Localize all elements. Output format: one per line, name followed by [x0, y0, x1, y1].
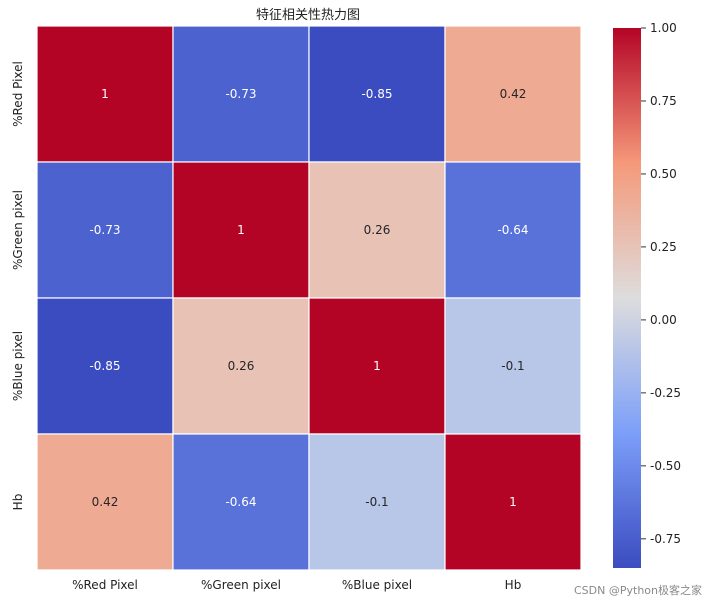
cell-value-label: -0.64: [497, 223, 528, 237]
colorbar-tick-label: 0.50: [650, 167, 677, 181]
x-tick-label: %Blue pixel: [342, 578, 412, 592]
x-tick-label: Hb: [505, 578, 522, 592]
heatmap-cell: [36, 433, 174, 571]
heatmap-cell: [172, 161, 310, 299]
y-tick-label: %Blue pixel: [11, 331, 25, 401]
heatmap-cell-labels: 1 -0.73 -0.85 0.42 -0.73 1 0.26 -0.64 -0.85 0.26 1…: [89, 87, 528, 509]
colorbar-tick-label: -0.50: [650, 459, 681, 473]
heatmap-cell: [172, 25, 310, 163]
y-tick-label: %Red Pixel: [11, 61, 25, 127]
colorbar: [613, 28, 641, 568]
colorbar-tick-label: -0.75: [650, 532, 681, 546]
y-tick-label: %Green pixel: [11, 190, 25, 270]
x-tick-label: %Red Pixel: [72, 578, 138, 592]
colorbar-tick-label: -0.25: [650, 386, 681, 400]
heatmap-cell: [308, 25, 446, 163]
cell-value-label: 0.42: [92, 495, 119, 509]
heatmap-cell: [444, 433, 582, 571]
heatmap-cell: [444, 161, 582, 299]
heatmap-cell: [172, 433, 310, 571]
x-tick-label: %Green pixel: [201, 578, 281, 592]
heatmap-cell: [308, 433, 446, 571]
cell-value-label: 1: [509, 495, 517, 509]
cell-value-label: 0.42: [500, 87, 527, 101]
cell-value-label: 1: [373, 359, 381, 373]
cell-value-label: -0.73: [89, 223, 120, 237]
colorbar-tick-label: 0.75: [650, 94, 677, 108]
cell-value-label: -0.85: [361, 87, 392, 101]
colorbar-ticks: 1.00 0.75 0.50 0.25 0.00 -0.25 -0.50 -0.75: [641, 21, 681, 546]
watermark: CSDN @Python极客之家: [574, 583, 702, 597]
cell-value-label: -0.1: [365, 495, 388, 509]
cell-value-label: -0.64: [225, 495, 256, 509]
colorbar-tick-label: 1.00: [650, 21, 677, 35]
x-tick-labels: %Red Pixel %Green pixel %Blue pixel Hb: [72, 578, 521, 592]
chart-title: 特征相关性热力图: [256, 8, 360, 23]
cell-value-label: 0.26: [228, 359, 255, 373]
cell-value-label: -0.73: [225, 87, 256, 101]
heatmap-cell: [444, 25, 582, 163]
y-tick-labels: %Red Pixel %Green pixel %Blue pixel Hb: [11, 61, 25, 510]
heatmap-cell: [36, 161, 174, 299]
cell-value-label: 1: [101, 87, 109, 101]
heatmap-cells: [36, 25, 582, 571]
cell-value-label: 1: [237, 223, 245, 237]
y-tick-label: Hb: [11, 494, 25, 511]
heatmap-cell: [444, 297, 582, 435]
cell-value-label: -0.1: [501, 359, 524, 373]
colorbar-tick-label: 0.25: [650, 240, 677, 254]
heatmap-cell: [172, 297, 310, 435]
cell-value-label: 0.26: [364, 223, 391, 237]
heatmap-cell: [36, 25, 174, 163]
cell-value-label: -0.85: [89, 359, 120, 373]
colorbar-tick-label: 0.00: [650, 313, 677, 327]
